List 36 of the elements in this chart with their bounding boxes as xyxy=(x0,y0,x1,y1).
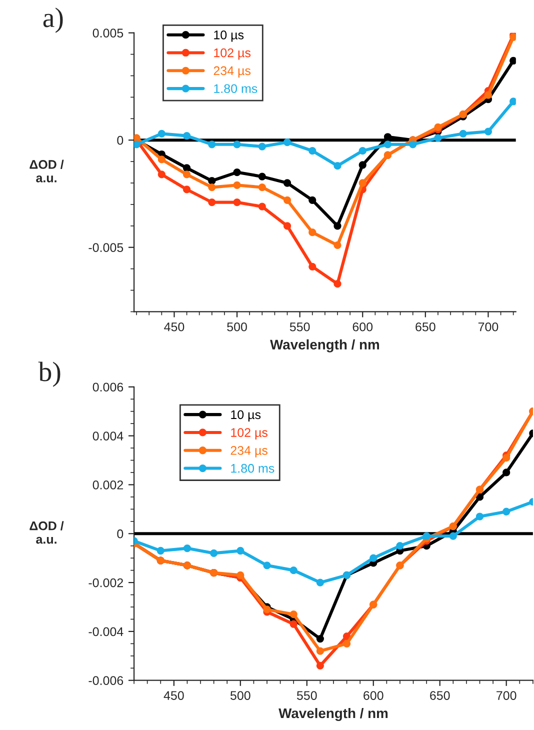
legend-label: 234 µs xyxy=(214,66,251,78)
x-tick-label: 550 xyxy=(290,322,310,332)
legend-label: 10 µs xyxy=(231,410,261,422)
x-tick-label: 600 xyxy=(364,691,384,700)
chart-title: a) xyxy=(43,8,63,33)
y-tick-label: -0.005 xyxy=(88,243,124,252)
x-tick-label: 650 xyxy=(430,691,450,700)
legend-label: 1.80 ms xyxy=(214,84,258,94)
x-tick-label: 500 xyxy=(230,691,250,700)
y-tick-label: 0.004 xyxy=(92,432,124,440)
y-tick-label: -0.006 xyxy=(88,676,124,686)
legend-label: 1.80 ms xyxy=(231,464,274,473)
y-tick-label: 0.005 xyxy=(92,28,124,38)
legend-label: 10 µs xyxy=(214,30,244,42)
legend-label: 102 µs xyxy=(214,48,251,60)
y-tick-label: 0 xyxy=(117,136,124,145)
legend-label: 102 µs xyxy=(231,428,268,440)
x-tick-label: 450 xyxy=(164,691,184,700)
y-tick-label: -0.002 xyxy=(88,578,123,588)
x-tick-label: 700 xyxy=(496,691,516,700)
x-tick-label: 600 xyxy=(352,322,373,332)
x-tick-label: 450 xyxy=(164,322,184,332)
y-tick-label: 0.006 xyxy=(92,382,124,392)
x-tick-label: 550 xyxy=(296,691,317,700)
y-axis-title: ΔOD / a.u. xyxy=(30,521,64,544)
y-tick-label: -0.004 xyxy=(88,627,124,636)
x-tick-label: 650 xyxy=(416,322,436,332)
x-axis-title: Wavelength / nm xyxy=(270,339,379,352)
chart-title: b) xyxy=(38,362,60,387)
x-tick-label: 700 xyxy=(478,322,498,332)
x-tick-label: 500 xyxy=(227,322,247,332)
legend-label: 234 µs xyxy=(230,446,268,458)
y-tick-label: 0.002 xyxy=(92,480,123,490)
y-axis-title: ΔOD / a.u. xyxy=(30,160,64,182)
x-axis-title: Wavelength / nm xyxy=(278,708,388,721)
y-tick-label: 0 xyxy=(117,529,124,538)
